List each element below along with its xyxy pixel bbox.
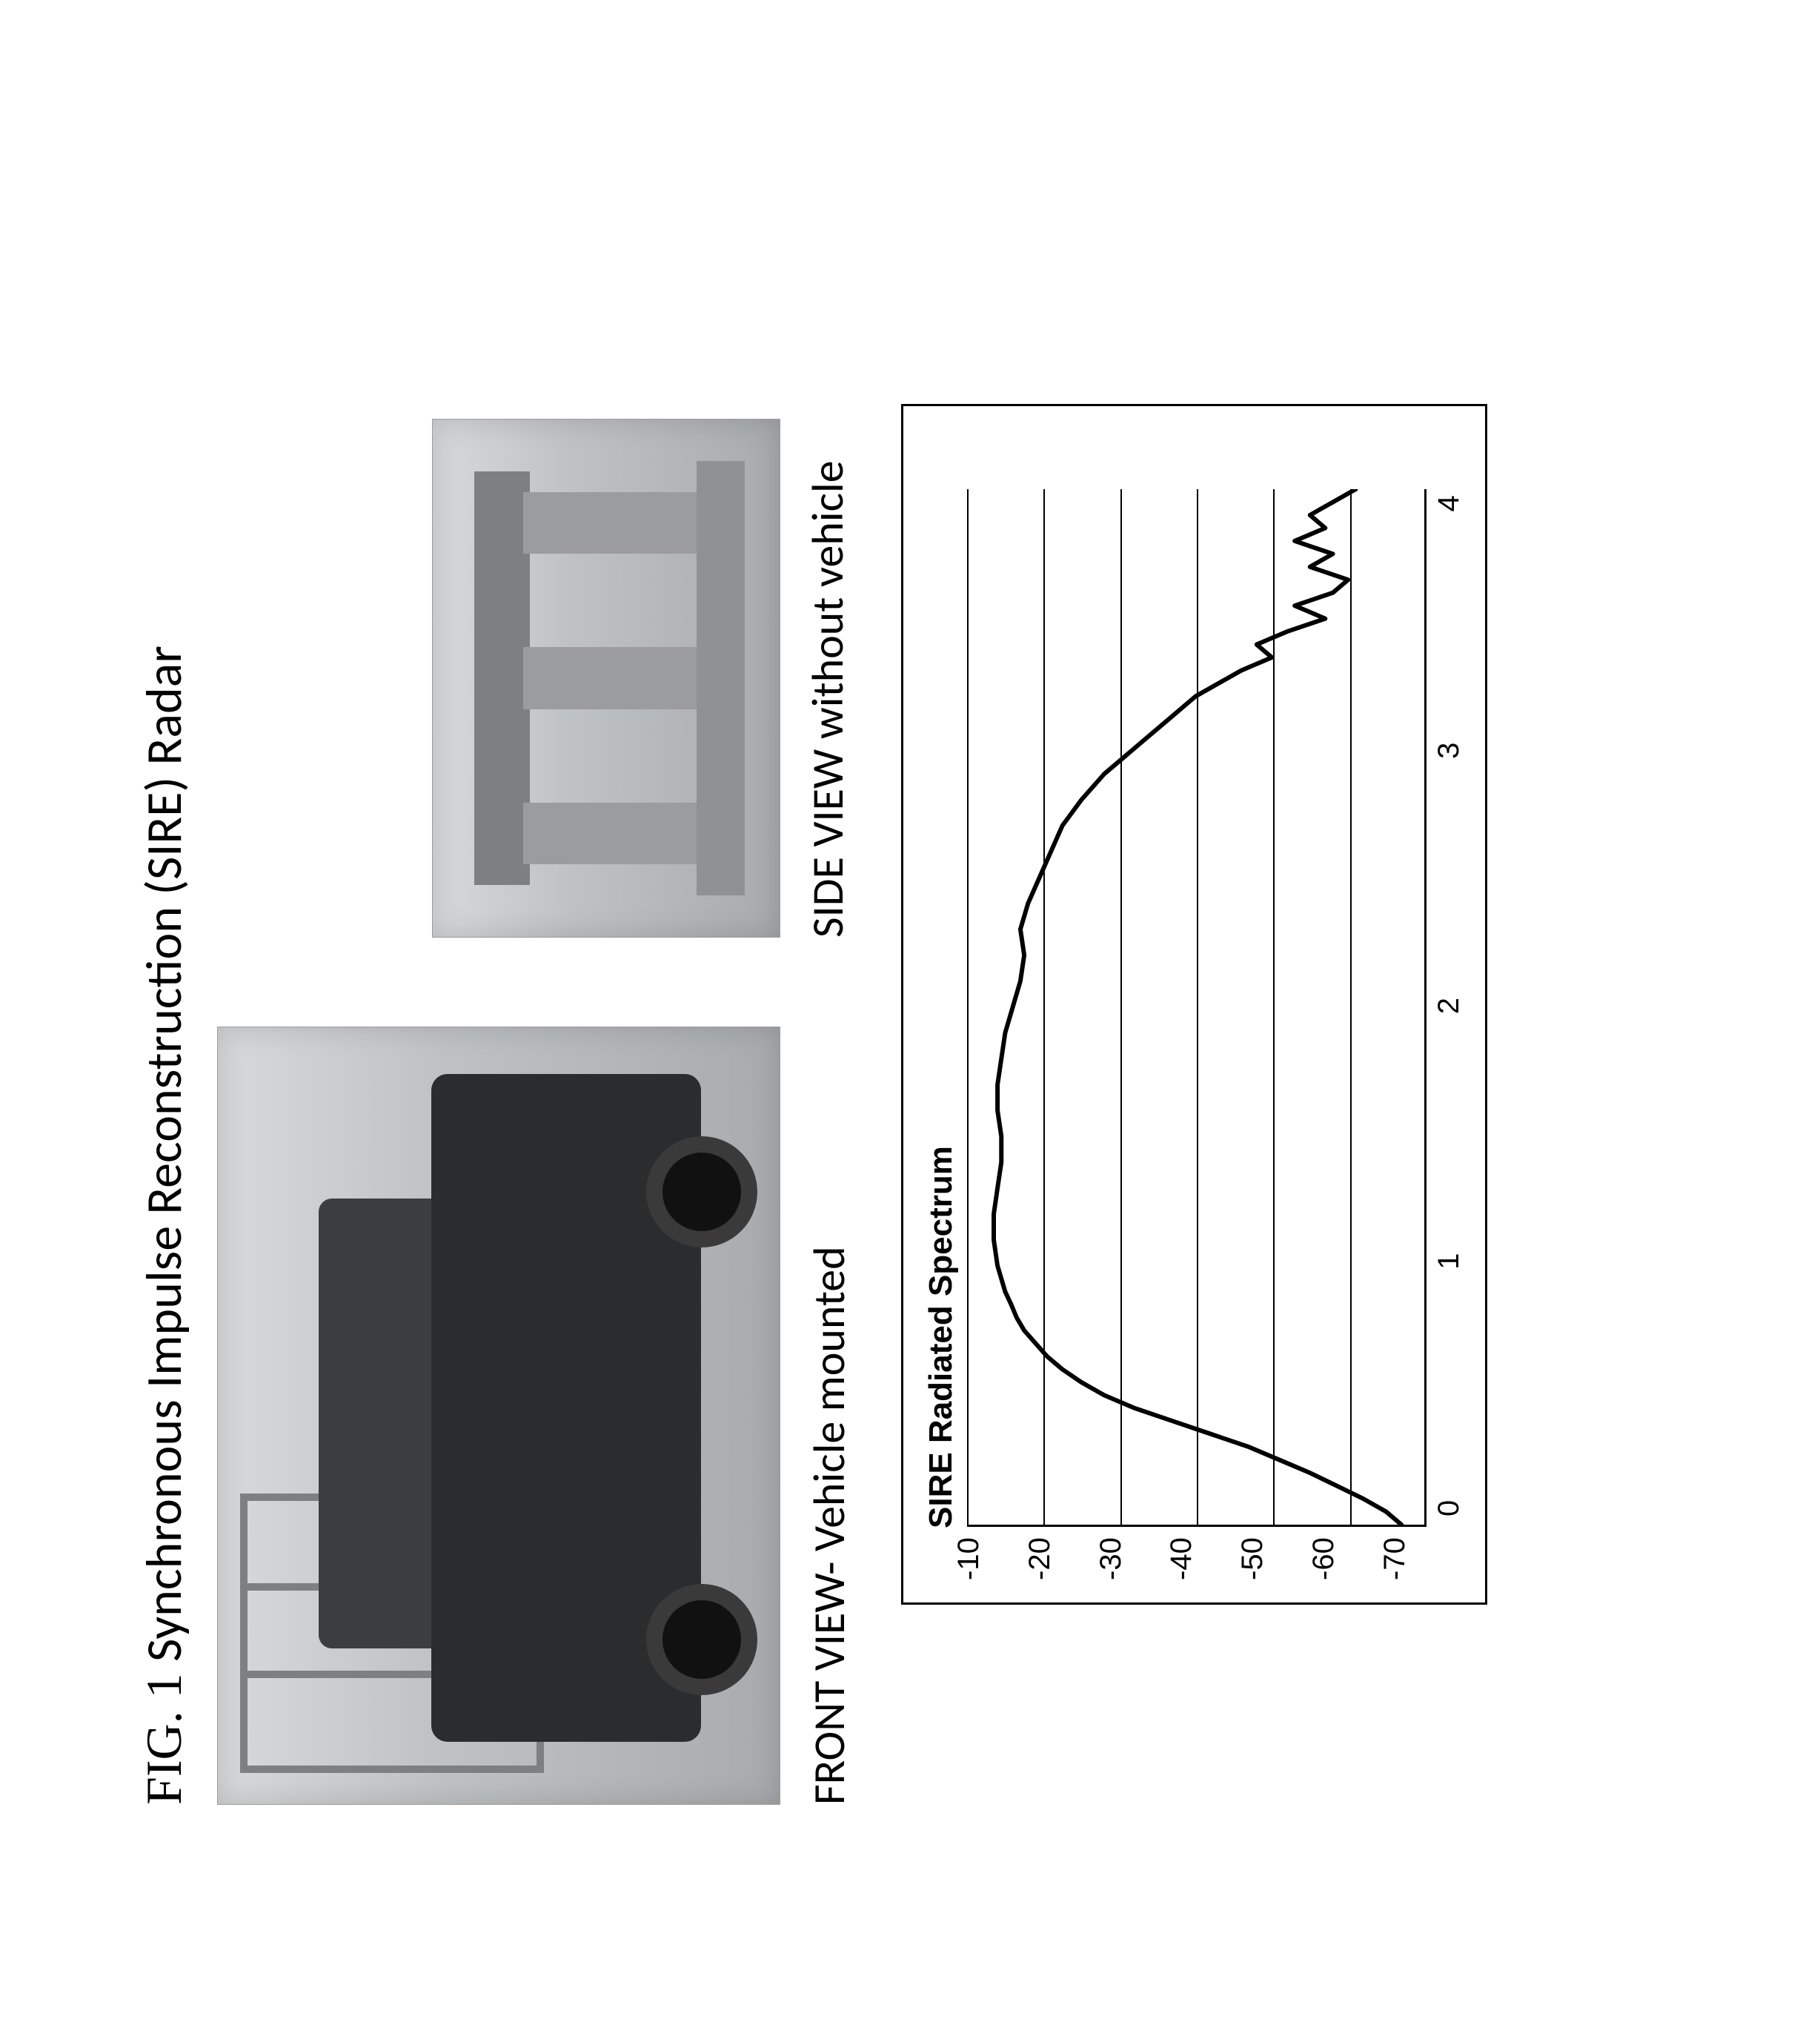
captions-row: FRONT VIEW- Vehicle mounted SIDE VIEW wi… [803,193,857,1805]
chart-svg [967,489,1424,1525]
chart-y-tick-label: -70 [1378,1537,1412,1580]
front-view-caption: FRONT VIEW- Vehicle mounted [803,1027,857,1805]
chart-gridline [1120,489,1122,1525]
front-view-photo [217,1027,780,1805]
chart-y-tick-label: -50 [1236,1537,1269,1580]
figure-title: Synchronous Impulse Reconstruction (SIRE… [133,646,195,1673]
chart-gridline [1273,489,1275,1525]
chart-y-tick-label: -10 [952,1537,986,1580]
rig-top-icon [474,471,530,885]
chart-y-tick-label: -30 [1095,1537,1128,1580]
chart-x-tick-label: 1 [1432,1253,1466,1269]
rig-column-icon [523,647,697,709]
figure-landscape-container: FIG. 1 Synchronous Impulse Reconstructio… [0,0,1820,2042]
chart-y-tick-label: -40 [1165,1537,1198,1580]
chart-frame: SIRE Radiated Spectrum -10 -20 -30 -40 -50 -6… [901,404,1487,1605]
wheel-icon [646,1136,757,1247]
chart-gridline [967,489,969,1525]
chart-y-tick-label: -20 [1023,1537,1057,1580]
chart-title: SIRE Radiated Spectrum [923,428,960,1528]
chart-gridline [1350,489,1352,1525]
photos-row [217,193,780,1805]
figure-label: FIG. 1 Synchronous Impulse Reconstructio… [133,193,195,1805]
figure-number: FIG. 1 [136,1673,192,1805]
side-view-photo [432,419,780,938]
rig-base-icon [697,461,745,895]
chart-x-tick-label: 3 [1432,743,1466,759]
chart-x-tick-label: 4 [1432,495,1466,511]
rig-column-icon [523,492,697,554]
chart-y-tick-label: -60 [1307,1537,1341,1580]
page: FIG. 1 Synchronous Impulse Reconstructio… [0,0,1820,2042]
spectrum-chart: SIRE Radiated Spectrum -10 -20 -30 -40 -50 -6… [901,404,1487,1605]
wheel-icon [646,1584,757,1695]
chart-plot-row: -10-20-30-40-50-60-70 [967,428,1427,1580]
chart-x-tick-label: 2 [1432,998,1466,1014]
rig-column-icon [523,803,697,865]
chart-gridline [1197,489,1198,1525]
chart-gridline [1043,489,1045,1525]
chart-x-axis: 0 1 2 3 4 [1432,479,1466,1516]
chart-x-tick-label: 0 [1432,1500,1466,1516]
side-view-caption: SIDE VIEW without vehicle [803,419,857,938]
chart-y-axis: -10 -20 -30 -40 -50 -60 -70 [952,1527,1412,1580]
chart-plot-area [967,489,1427,1527]
